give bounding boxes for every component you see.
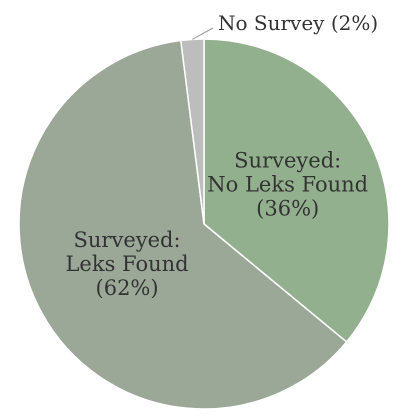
slice-label-no-leks: Surveyed: No Leks Found (36%) — [207, 149, 368, 221]
slice-label-line: Surveyed: — [234, 149, 341, 173]
pie-slice-no-leks — [203, 38, 390, 343]
slice-label-line: No Leks Found — [207, 173, 368, 197]
slice-label-line: (62%) — [96, 276, 159, 300]
pie-slice-leks-found — [18, 39, 348, 410]
slice-label-no-survey: No Survey (2%) — [218, 11, 378, 35]
slice-label-leks-found: Surveyed: Leks Found (62%) — [65, 228, 188, 300]
slice-label-line: (36%) — [256, 197, 319, 221]
pie-slice-no-survey — [179, 38, 205, 225]
leader-lines — [192, 27, 214, 40]
slice-label-line: Leks Found — [65, 252, 188, 276]
slice-label-line: Surveyed: — [74, 228, 181, 252]
pie-slices — [18, 38, 390, 410]
leader-line-no-survey — [192, 27, 214, 40]
slice-labels: Surveyed: No Leks Found (36%)Surveyed: Leks… — [65, 11, 378, 300]
